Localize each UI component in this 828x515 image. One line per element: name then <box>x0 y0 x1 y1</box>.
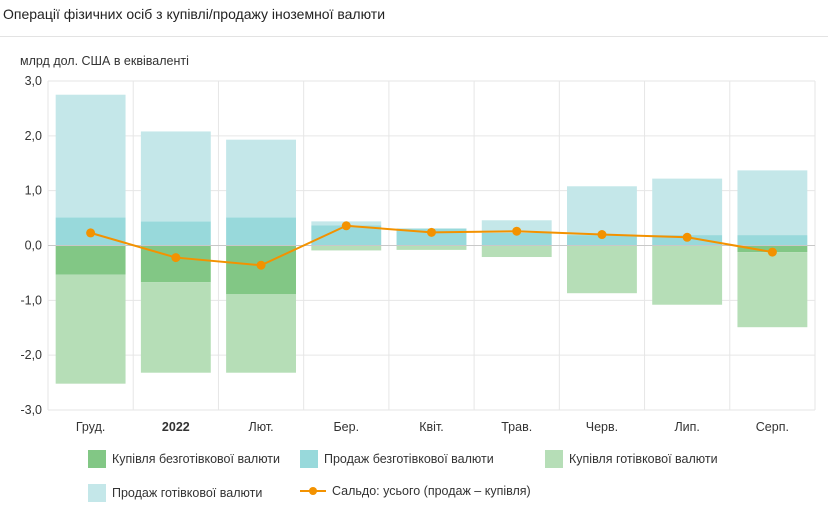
y-axis-label: млрд дол. США в еквіваленті <box>20 54 189 68</box>
bar[interactable] <box>226 294 296 373</box>
bar[interactable] <box>396 245 467 250</box>
legend-swatch <box>545 450 563 468</box>
legend-item[interactable]: Купівля безготівкової валюти <box>88 450 280 468</box>
saldo-point[interactable] <box>86 228 96 238</box>
bar[interactable] <box>737 235 808 246</box>
bar[interactable] <box>311 225 382 246</box>
x-tick-label: Квіт. <box>419 420 444 434</box>
x-tick-label: Лют. <box>248 420 273 434</box>
y-tick-label: 0,0 <box>25 239 42 253</box>
bar[interactable] <box>737 252 808 328</box>
bar[interactable] <box>226 217 296 246</box>
saldo-point[interactable] <box>171 253 181 263</box>
x-tick-label: Черв. <box>586 420 618 434</box>
legend-label: Продаж готівкової валюти <box>112 486 263 500</box>
legend-label: Купівля готівкової валюти <box>569 452 718 466</box>
chart-title: Операції фізичних осіб з купівлі/продажу… <box>3 6 386 22</box>
x-tick-label: Серп. <box>756 420 789 434</box>
x-tick-label: Бер. <box>333 420 359 434</box>
saldo-point[interactable] <box>767 247 777 257</box>
legend-swatch <box>88 450 106 468</box>
x-tick-label: Трав. <box>501 420 532 434</box>
bar[interactable] <box>567 245 637 294</box>
bar[interactable] <box>226 139 296 218</box>
bar[interactable] <box>55 94 126 218</box>
legend-swatch <box>300 450 318 468</box>
bar[interactable] <box>652 178 723 236</box>
bar[interactable] <box>311 245 382 251</box>
bar[interactable] <box>481 220 552 233</box>
bar[interactable] <box>737 170 808 236</box>
bar[interactable] <box>567 186 637 236</box>
saldo-point[interactable] <box>341 221 351 231</box>
y-tick-label: 2,0 <box>25 129 42 143</box>
bar[interactable] <box>481 232 552 246</box>
legend-label: Сальдо: усього (продаж – купівля) <box>332 484 531 498</box>
y-tick-label: -3,0 <box>20 403 42 417</box>
bar[interactable] <box>55 274 126 384</box>
bar[interactable] <box>140 131 211 222</box>
x-tick-label: Груд. <box>76 420 105 434</box>
bar[interactable] <box>55 245 126 275</box>
legend-label: Купівля безготівкової валюти <box>112 452 281 466</box>
legend-line-marker <box>300 486 326 496</box>
bar[interactable] <box>652 245 723 305</box>
y-tick-label: 3,0 <box>25 74 42 88</box>
divider <box>0 36 828 37</box>
bar[interactable] <box>140 282 211 373</box>
saldo-point[interactable] <box>682 232 692 242</box>
legend-label: Продаж безготівкової валюти <box>324 452 494 466</box>
y-tick-label: 1,0 <box>25 184 42 198</box>
bar[interactable] <box>140 221 211 246</box>
chart: 3,0 2,0 1,0 0,0 -1,0 -2,0 -3,0 Груд. 2022 Лют. Бер… <box>20 74 816 434</box>
legend-item[interactable]: Сальдо: усього (продаж – купівля) <box>300 484 531 498</box>
saldo-point[interactable] <box>427 227 436 237</box>
legend-item[interactable]: Купівля готівкової валюти <box>545 450 718 468</box>
legend-item[interactable]: Продаж безготівкової валюти <box>300 450 494 468</box>
saldo-point[interactable] <box>256 260 266 270</box>
y-tick-label: -2,0 <box>20 348 42 362</box>
saldo-point[interactable] <box>597 230 607 240</box>
y-tick-label: -1,0 <box>20 293 42 307</box>
bar[interactable] <box>481 245 552 258</box>
saldo-point[interactable] <box>512 226 522 236</box>
bar[interactable] <box>567 235 637 246</box>
x-tick-label: Лип. <box>674 420 699 434</box>
legend-item[interactable]: Продаж готівкової валюти <box>88 484 262 502</box>
legend-swatch <box>88 484 106 502</box>
x-tick-label: 2022 <box>162 420 190 434</box>
